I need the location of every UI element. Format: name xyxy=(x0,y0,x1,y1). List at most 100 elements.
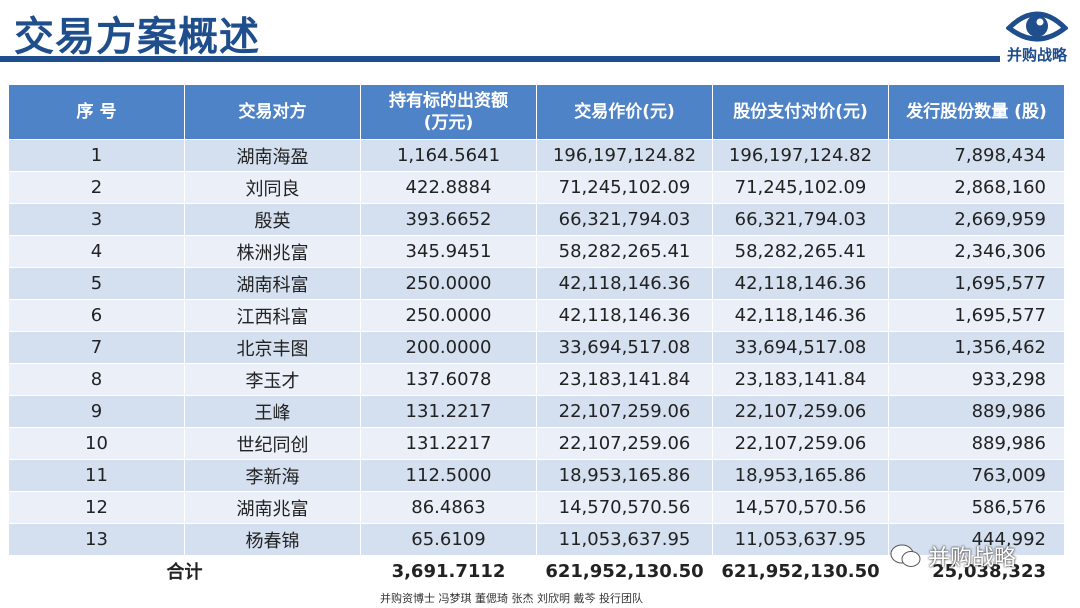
cell-price: 33,694,517.08 xyxy=(536,331,713,364)
cell-share-payment: 14,570,570.56 xyxy=(712,491,889,524)
total-price: 621,952,130.50 xyxy=(536,555,713,587)
table-row: 9 王峰 131.2217 22,107,259.06 22,107,259.06 889… xyxy=(8,395,1065,428)
cell-index: 9 xyxy=(8,395,185,428)
header-counterparty: 交易对方 xyxy=(184,84,361,140)
cell-index: 13 xyxy=(8,523,185,556)
cell-share-count: 2,346,306 xyxy=(888,235,1065,268)
cell-share-payment: 58,282,265.41 xyxy=(712,235,889,268)
cell-share-payment: 42,118,146.36 xyxy=(712,299,889,332)
cell-index: 3 xyxy=(8,203,185,236)
table-row: 4 株洲兆富 345.9451 58,282,265.41 58,282,265.41 2… xyxy=(8,235,1065,268)
table-header-row: 序 号 交易对方 持有标的出资额 (万元) 交易作价(元) 股份支付对价(元) … xyxy=(8,84,1065,140)
cell-counterparty: 湖南科富 xyxy=(184,267,361,300)
cell-price: 23,183,141.84 xyxy=(536,363,713,396)
cell-counterparty: 株洲兆富 xyxy=(184,235,361,268)
brand-logo: 并购战略 xyxy=(1002,6,1072,76)
table-row: 6 江西科富 250.0000 42,118,146.36 42,118,146.36 1… xyxy=(8,299,1065,332)
cell-counterparty: 湖南兆富 xyxy=(184,491,361,524)
cell-share-count: 1,356,462 xyxy=(888,331,1065,364)
cell-price: 11,053,637.95 xyxy=(536,523,713,556)
cell-index: 4 xyxy=(8,235,185,268)
cell-capital: 250.0000 xyxy=(360,299,537,332)
title-underline xyxy=(0,56,1000,62)
cell-capital: 422.8884 xyxy=(360,171,537,204)
cell-price: 22,107,259.06 xyxy=(536,395,713,428)
cell-index: 10 xyxy=(8,427,185,460)
cell-counterparty: 江西科富 xyxy=(184,299,361,332)
cell-share-count: 444,992 xyxy=(888,523,1065,556)
table-row: 2 刘同良 422.8884 71,245,102.09 71,245,102.09 2,… xyxy=(8,171,1065,204)
cell-share-count: 1,695,577 xyxy=(888,299,1065,332)
cell-share-payment: 11,053,637.95 xyxy=(712,523,889,556)
cell-share-payment: 42,118,146.36 xyxy=(712,267,889,300)
table-row: 10 世纪同创 131.2217 22,107,259.06 22,107,259.06… xyxy=(8,427,1065,460)
cell-counterparty: 王峰 xyxy=(184,395,361,428)
cell-index: 12 xyxy=(8,491,185,524)
cell-counterparty: 杨春锦 xyxy=(184,523,361,556)
cell-price: 22,107,259.06 xyxy=(536,427,713,460)
cell-capital: 112.5000 xyxy=(360,459,537,492)
cell-counterparty: 北京丰图 xyxy=(184,331,361,364)
cell-price: 196,197,124.82 xyxy=(536,139,713,172)
cell-price: 18,953,165.86 xyxy=(536,459,713,492)
footer-credits: 并购资博士 冯梦琪 董偲琦 张杰 刘欣明 戴芩 投行团队 xyxy=(380,592,643,605)
cell-share-payment: 71,245,102.09 xyxy=(712,171,889,204)
cell-index: 2 xyxy=(8,171,185,204)
header-index: 序 号 xyxy=(8,84,185,140)
cell-share-payment: 66,321,794.03 xyxy=(712,203,889,236)
cell-price: 42,118,146.36 xyxy=(536,267,713,300)
cell-share-count: 2,669,959 xyxy=(888,203,1065,236)
logo-text: 并购战略 xyxy=(1006,46,1067,64)
cell-counterparty: 湖南海盈 xyxy=(184,139,361,172)
table-row: 3 殷英 393.6652 66,321,794.03 66,321,794.03 2,6… xyxy=(8,203,1065,236)
cell-share-count: 1,695,577 xyxy=(888,267,1065,300)
cell-capital: 86.4863 xyxy=(360,491,537,524)
watermark: 并购战略 xyxy=(890,540,1016,575)
cell-counterparty: 李玉才 xyxy=(184,363,361,396)
cell-price: 71,245,102.09 xyxy=(536,171,713,204)
cell-share-payment: 22,107,259.06 xyxy=(712,427,889,460)
table-row: 1 湖南海盈 1,164.5641 196,197,124.82 196,197,124… xyxy=(8,139,1065,172)
cell-index: 6 xyxy=(8,299,185,332)
cell-counterparty: 李新海 xyxy=(184,459,361,492)
header-capital: 持有标的出资额 (万元) xyxy=(360,84,537,140)
cell-index: 11 xyxy=(8,459,185,492)
table-row: 7 北京丰图 200.0000 33,694,517.08 33,694,517.08 1… xyxy=(8,331,1065,364)
cell-share-payment: 23,183,141.84 xyxy=(712,363,889,396)
cell-share-count: 889,986 xyxy=(888,395,1065,428)
cell-share-count: 7,898,434 xyxy=(888,139,1065,172)
table-row: 13 杨春锦 65.6109 11,053,637.95 11,053,637.95 44… xyxy=(8,523,1065,556)
cell-price: 14,570,570.56 xyxy=(536,491,713,524)
cell-price: 66,321,794.03 xyxy=(536,203,713,236)
cell-capital: 1,164.5641 xyxy=(360,139,537,172)
total-row: 合计 3,691.7112 621,952,130.50 621,952,130.50… xyxy=(8,555,1065,587)
transaction-table: 序 号 交易对方 持有标的出资额 (万元) 交易作价(元) 股份支付对价(元) … xyxy=(8,84,1065,587)
cell-share-payment: 33,694,517.08 xyxy=(712,331,889,364)
cell-capital: 65.6109 xyxy=(360,523,537,556)
header-price: 交易作价(元) xyxy=(536,84,713,140)
cell-index: 1 xyxy=(8,139,185,172)
cell-share-payment: 18,953,165.86 xyxy=(712,459,889,492)
table-row: 12 湖南兆富 86.4863 14,570,570.56 14,570,570.56 5… xyxy=(8,491,1065,524)
cell-capital: 200.0000 xyxy=(360,331,537,364)
table-row: 8 李玉才 137.6078 23,183,141.84 23,183,141.84 93… xyxy=(8,363,1065,396)
cell-share-count: 889,986 xyxy=(888,427,1065,460)
table-row: 5 湖南科富 250.0000 42,118,146.36 42,118,146.36 1… xyxy=(8,267,1065,300)
cell-price: 42,118,146.36 xyxy=(536,299,713,332)
cell-capital: 137.6078 xyxy=(360,363,537,396)
cell-capital: 131.2217 xyxy=(360,427,537,460)
header-share-payment: 股份支付对价(元) xyxy=(712,84,889,140)
cell-counterparty: 殷英 xyxy=(184,203,361,236)
total-capital: 3,691.7112 xyxy=(360,555,537,587)
eye-icon xyxy=(1006,11,1068,42)
cell-share-count: 586,576 xyxy=(888,491,1065,524)
header-share-count: 发行股份数量 (股) xyxy=(888,84,1065,140)
table-row: 11 李新海 112.5000 18,953,165.86 18,953,165.86 7… xyxy=(8,459,1065,492)
total-share-count: 25,038,323 xyxy=(888,555,1065,587)
cell-share-payment: 196,197,124.82 xyxy=(712,139,889,172)
cell-index: 8 xyxy=(8,363,185,396)
cell-capital: 345.9451 xyxy=(360,235,537,268)
wechat-icon xyxy=(890,543,922,575)
cell-index: 7 xyxy=(8,331,185,364)
total-label: 合计 xyxy=(8,555,361,587)
